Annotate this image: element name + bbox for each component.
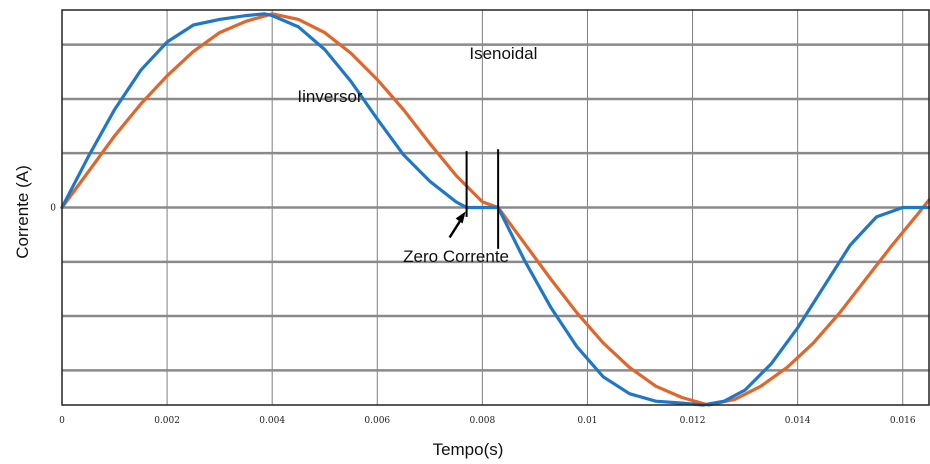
- x-axis-title: Tempo(s): [433, 440, 504, 459]
- arrow-head: [455, 211, 466, 224]
- y-axis-title: Corrente (A): [13, 165, 32, 259]
- x-tick-label: 0.002: [154, 416, 180, 426]
- y-tick-label: 0: [50, 204, 56, 214]
- annotation-isenoidal: Isenoidal: [469, 44, 537, 63]
- series-line-iinversor: [60, 12, 930, 407]
- tick-labels: 0 0.002 0.004 0.006 0.008 0.01 0.012 0.014 0.016…: [50, 204, 916, 427]
- x-tick-label: 0.014: [785, 416, 811, 426]
- series-line-isenoidal: [60, 12, 930, 407]
- series-layer: [60, 12, 930, 407]
- x-tick-label: 0.01: [577, 416, 597, 426]
- plot-frame: [61, 9, 930, 406]
- marker-layer: [448, 149, 500, 249]
- x-tick-label: 0.012: [680, 416, 706, 426]
- x-tick-label: 0.016: [890, 416, 916, 426]
- x-tick-label: 0: [59, 416, 65, 426]
- x-tick-label: 0.008: [469, 416, 495, 426]
- annotation-layer: Isenoidal Iinversor Zero Corrente: [297, 44, 537, 266]
- x-tick-label: 0.004: [259, 416, 285, 426]
- annotation-zero-corrente: Zero Corrente: [403, 247, 509, 266]
- annotation-iinversor: Iinversor: [297, 87, 363, 106]
- grid: [62, 10, 929, 405]
- x-tick-label: 0.006: [364, 416, 390, 426]
